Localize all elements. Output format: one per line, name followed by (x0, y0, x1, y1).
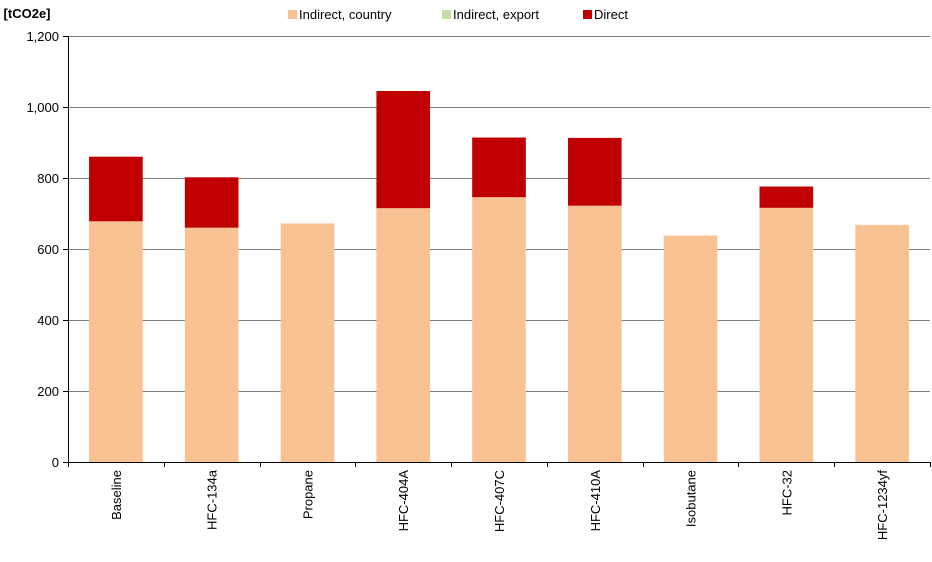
y-tick-label-0: 0 (52, 455, 59, 470)
legend-swatch (442, 10, 451, 19)
bar-hfc-32-indirect-country (759, 207, 814, 462)
legend-item-indirect-export: Indirect, export (442, 7, 539, 22)
bar-hfc-32-direct (759, 186, 814, 208)
y-tick-label-2: 400 (37, 313, 59, 328)
bar-baseline-direct (89, 156, 143, 222)
y-tick-label-3: 600 (37, 242, 59, 257)
bar-hfc-1234yf-indirect-country (855, 224, 909, 462)
bar-hfc-134a-indirect-country (184, 227, 239, 462)
legend-label: Direct (594, 7, 628, 22)
y-axis-label: h [tCO2e] (0, 6, 51, 21)
legend-swatch (288, 10, 297, 19)
x-tick-label-hfc-407c: HFC-407C (492, 470, 507, 532)
y-tick-label-1: 200 (37, 384, 59, 399)
x-tick-label-hfc-404a: HFC-404A (396, 470, 411, 532)
bar-hfc-407c-direct (472, 137, 526, 198)
legend-item-direct: Direct (583, 7, 628, 22)
x-tick-label-propane: Propane (300, 470, 315, 519)
bar-hfc-134a-direct (184, 177, 239, 228)
x-tick-label-baseline: Baseline (109, 470, 124, 520)
bar-isobutane-indirect-country (663, 235, 718, 462)
legend-label: Indirect, export (453, 7, 539, 22)
y-tick-label-6: 1,200 (26, 29, 59, 44)
x-tick-labels: Baseline HFC-134a Propane HFC-404A HFC-407C H… (109, 469, 890, 540)
bar-hfc-404a-indirect-country (376, 208, 431, 462)
axes (63, 36, 931, 467)
x-tick-label-hfc-32: HFC-32 (779, 470, 794, 516)
bars (89, 91, 909, 463)
bar-hfc-407c-indirect-country (472, 197, 526, 463)
x-tick-label-hfc-410a: HFC-410A (588, 470, 603, 532)
bar-hfc-410a-direct (567, 137, 622, 206)
bar-hfc-404a-direct (376, 91, 431, 209)
y-tick-label-4: 800 (37, 171, 59, 186)
y-tick-label-5: 1,000 (26, 100, 59, 115)
x-tick-label-hfc-134a: HFC-134a (205, 469, 220, 530)
legend-swatch (583, 10, 592, 19)
x-tick-label-hfc-1234yf: HFC-1234yf (875, 470, 890, 540)
legend-item-indirect-country: Indirect, country (288, 7, 392, 22)
bar-hfc-410a-indirect-country (567, 205, 622, 462)
legend: Indirect, country Indirect, export Direct (288, 7, 628, 22)
bar-baseline-indirect-country (89, 221, 143, 462)
legend-label: Indirect, country (299, 7, 392, 22)
bar-propane-indirect-country (280, 223, 335, 462)
x-tick-label-isobutane: Isobutane (684, 470, 699, 527)
y-tick-labels: 0 200 400 600 800 1,000 1,200 (26, 29, 59, 470)
